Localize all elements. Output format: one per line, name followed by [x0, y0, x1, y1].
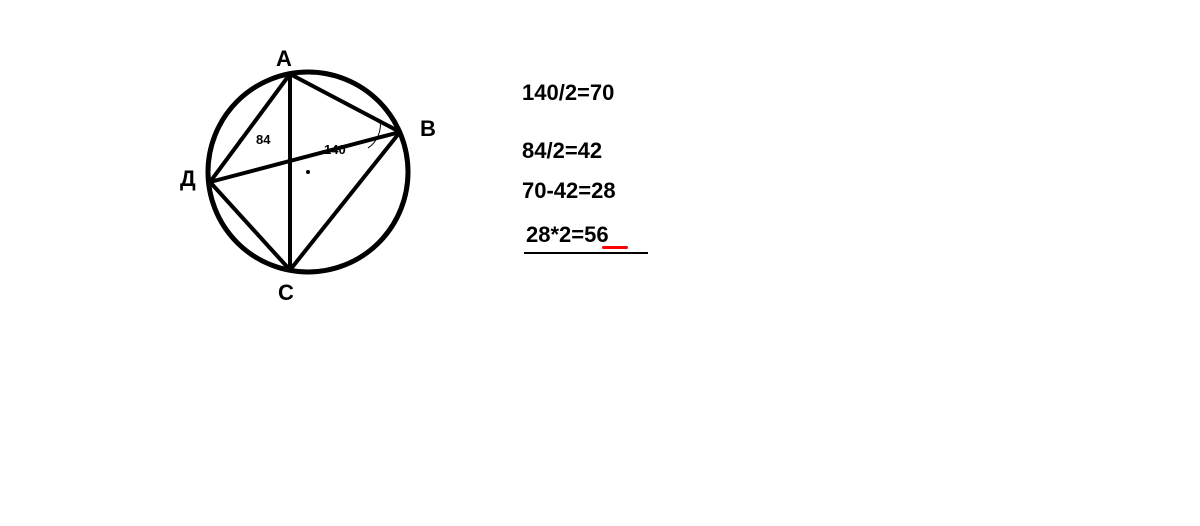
label-A: A — [276, 46, 292, 72]
calc-line-0: 140/2=70 — [522, 80, 614, 106]
angle-arc-0 — [368, 120, 380, 148]
label-B: B — [420, 116, 436, 142]
label-D: Д — [180, 166, 196, 192]
center-dot — [306, 170, 310, 174]
answer-underline — [524, 252, 648, 254]
edge-DB — [210, 132, 400, 182]
angle-label-84: 84 — [256, 132, 270, 147]
calc-line-1: 84/2=42 — [522, 138, 602, 164]
label-C: C — [278, 280, 294, 306]
calc-line-2: 70-42=28 — [522, 178, 616, 204]
calc-line-3: 28*2=56 — [526, 222, 609, 248]
geometry-diagram — [0, 0, 1200, 526]
angle-label-140: 140 — [324, 142, 346, 157]
answer-red-underline — [602, 246, 628, 249]
stage: A B C Д 84 140 140/2=70 84/2=42 70-42=28 28… — [0, 0, 1200, 526]
